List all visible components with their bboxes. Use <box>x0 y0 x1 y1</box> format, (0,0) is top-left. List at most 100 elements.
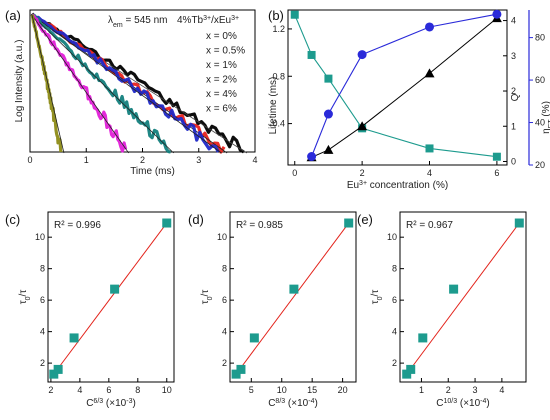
b-ltick-label: 1.2 <box>272 24 285 34</box>
text-span: η <box>541 128 550 134</box>
a-xlabel: Time (ms) <box>130 166 175 177</box>
d-xlabel: C8/3 (×10-4) <box>268 398 318 410</box>
text-span: ET <box>548 119 550 129</box>
d-xtick-label: 20 <box>338 385 348 395</box>
text-span: τ <box>18 300 29 304</box>
e-ytick-label: 8 <box>392 264 397 274</box>
c-frame <box>47 211 175 383</box>
e-point <box>402 369 412 379</box>
decay-data-2 <box>31 14 220 153</box>
d-point <box>344 218 354 228</box>
b-xtick-label: 6 <box>494 168 499 178</box>
a-legend-entry-1: x = 0.5% <box>206 46 245 57</box>
b-lifetime-point <box>290 10 299 19</box>
e-ytick-label: 2 <box>392 358 397 368</box>
e-point <box>406 364 416 374</box>
d-annotation: R² = 0.985 <box>236 220 283 231</box>
a-legend-entry-2: x = 1% <box>206 60 237 71</box>
d-xtick-label: 5 <box>249 385 254 395</box>
b-qtick-label: 1 <box>511 121 516 131</box>
a-legend-entry-5: x = 6% <box>206 104 237 115</box>
c-ytick-label: 10 <box>35 232 45 242</box>
e-xtick-label: 3 <box>473 385 478 395</box>
b-qtick-label: 3 <box>511 51 516 61</box>
d-ytick-label: 6 <box>222 295 227 305</box>
e-xtick-label: 1 <box>419 385 424 395</box>
b-q-line <box>311 17 498 158</box>
text-span: ) <box>314 398 317 409</box>
b-etatick-label: 20 <box>535 160 545 170</box>
d-fit-line <box>235 222 350 375</box>
c-panel-label: (c) <box>5 212 20 227</box>
text-span: 0 <box>207 296 214 300</box>
a-xtick-label: 2 <box>140 155 145 165</box>
text-span: -4 <box>480 398 486 405</box>
c-xlabel: C6/3 (×10-3) <box>86 398 136 410</box>
b-q-point <box>323 144 334 154</box>
d-ylabel: τ0/τ <box>200 290 214 305</box>
text-span: 0 <box>377 296 384 300</box>
decay-series-3 <box>31 13 174 154</box>
a-legend-entry-4: x = 4% <box>206 89 237 100</box>
b-xtick-label: 2 <box>360 168 365 178</box>
decay-series-2 <box>31 14 222 154</box>
e-ytick-label: 4 <box>392 327 397 337</box>
c-xtick-label: 4 <box>77 385 82 395</box>
decay-fit-4 <box>31 14 129 154</box>
a-xtick-label: 0 <box>27 155 32 165</box>
e-ylabel: τ0/τ <box>370 290 384 305</box>
d-ytick-label: 2 <box>222 358 227 368</box>
d-ytick-label: 4 <box>222 327 227 337</box>
e-annotation: R² = 0.967 <box>406 220 453 231</box>
b-ltick-label: 0.4 <box>272 119 285 129</box>
e-xlabel: C10/3 (×10-4) <box>436 398 490 410</box>
text-span: 0 <box>25 296 32 300</box>
d-point <box>236 364 246 374</box>
e-point <box>514 218 524 228</box>
a-annotation: λem = 545 nm <box>108 15 168 29</box>
c-point <box>53 364 63 374</box>
b-etatick-label: 80 <box>535 33 545 43</box>
d-frame <box>229 211 357 383</box>
text-span: 8/3 <box>275 398 285 405</box>
text-span: 3+ <box>231 15 239 22</box>
d-xtick-label: 15 <box>307 385 317 395</box>
text-span: = 545 nm <box>123 15 168 26</box>
c-xtick-label: 8 <box>135 385 140 395</box>
text-span: /xEu <box>211 15 231 26</box>
b-qtick-label: 4 <box>511 16 516 26</box>
a-legend-title: 4%Tb3+/xEu3+ <box>177 15 239 27</box>
a-panel-label: (a) <box>5 8 21 23</box>
text-span: Eu <box>347 180 359 191</box>
b-ylabel-eta: ηET (%) <box>541 101 550 134</box>
b-eta-point <box>323 109 333 119</box>
e-point <box>418 333 428 343</box>
a-ylabel: Log Intensity (a.u.) <box>14 40 25 123</box>
text-span: (×10 <box>285 398 309 409</box>
text-span: em <box>113 22 123 29</box>
b-etatick-label: 60 <box>535 75 545 85</box>
text-span: (×10 <box>103 398 127 409</box>
b-qtick-label: 2 <box>511 86 516 96</box>
text-span: /τ <box>200 290 211 297</box>
decay-fit-5 <box>31 14 65 154</box>
e-point <box>449 284 459 294</box>
e-xtick-label: 2 <box>446 385 451 395</box>
text-span: C <box>436 398 443 409</box>
text-span: 10/3 <box>443 398 457 405</box>
text-span: τ <box>200 300 211 304</box>
e-panel-label: (e) <box>357 212 373 227</box>
b-ylabel-q: Q <box>510 93 521 101</box>
text-span: 3+ <box>203 15 211 22</box>
b-xtick-label: 4 <box>427 168 432 178</box>
b-eta-point <box>425 22 435 32</box>
d-point <box>249 333 259 343</box>
c-point <box>110 284 120 294</box>
decay-series-5 <box>30 14 65 154</box>
panel-b-frame <box>287 9 508 166</box>
c-point <box>69 333 79 343</box>
e-xtick-label: 4 <box>499 385 504 395</box>
b-xlabel: Eu3+ concentration (%) <box>347 180 448 192</box>
b-lifetime-line <box>294 14 497 158</box>
